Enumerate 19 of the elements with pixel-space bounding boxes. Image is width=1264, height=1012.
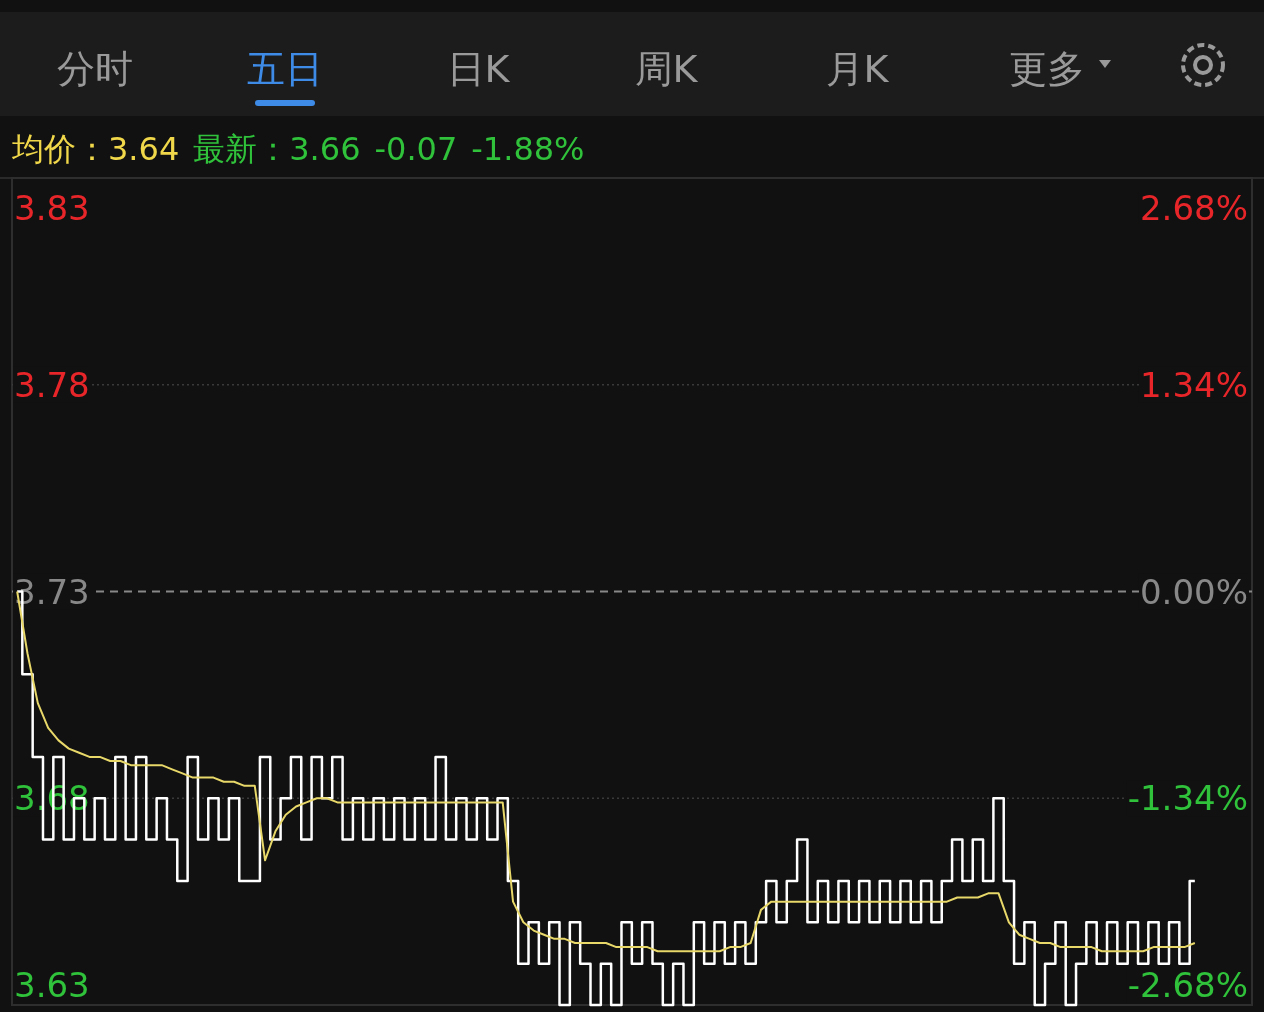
y-tick-label: 3.78 [14,364,90,405]
y2-tick-label: -2.68% [1127,965,1248,1005]
text: 更多 [1009,47,1085,91]
y2-tick-label: 1.34% [1139,364,1248,405]
text: 五日 [247,47,323,91]
text: 周K [634,47,699,91]
y2-tick-label: -1.34% [1127,778,1248,819]
text: 日K [446,47,511,91]
text: 最新：3.66 [193,130,361,168]
y2-tick-label: 0.00% [1139,571,1248,612]
y-tick-label: 3.73 [14,571,90,612]
y-tick-label: 3.63 [14,965,90,1005]
text: 月K [825,47,890,91]
y2-tick-label: 2.68% [1139,188,1248,228]
text: 分时 [57,47,133,91]
text: -0.07 [374,130,458,168]
text: 均价：3.64 [11,130,180,168]
y-tick-label: 3.83 [14,188,90,228]
text: -1.88% [471,130,585,168]
